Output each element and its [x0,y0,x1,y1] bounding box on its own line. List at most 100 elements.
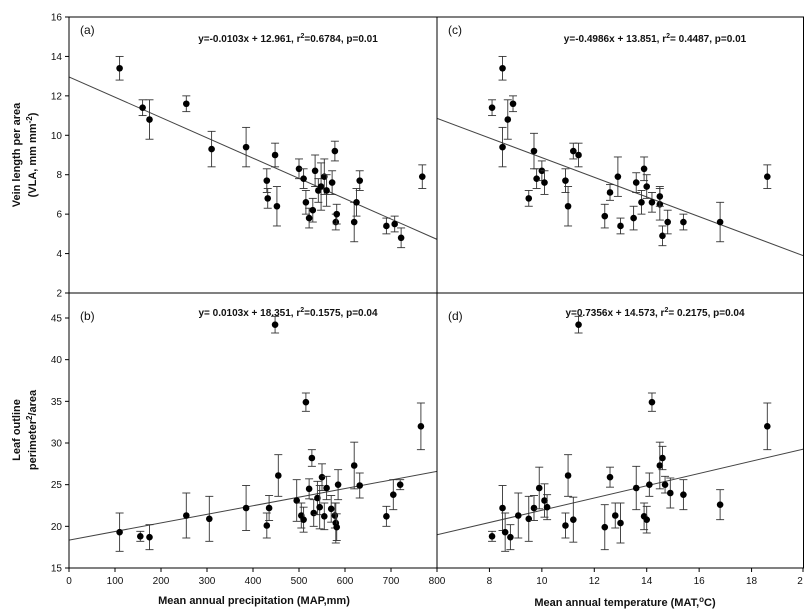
data-point-d-20 [643,516,651,523]
data-point-c-28 [680,218,687,226]
data-point-a-15 [311,167,319,175]
data-point-d-5 [525,515,533,523]
y-axis-label-top-line1: Vein length per area [11,102,23,207]
panel-d-marks [437,315,804,552]
y-tick-label-a-4: 4 [56,249,62,260]
data-point-c-11 [564,202,572,210]
data-point-d-17 [617,519,624,527]
data-point-a-6 [263,177,271,184]
panel-b: (b) y= 0.0103x + 18.351, r2=0.1575, p=0.… [69,307,437,552]
data-point-b-18 [316,503,324,511]
data-point-b-21 [323,484,330,492]
data-point-b-9 [275,472,282,479]
data-point-a-29 [397,234,405,242]
x-tick-label-b-700: 700 [383,576,400,587]
data-point-d-18 [632,484,640,492]
data-point-c-6 [530,147,538,155]
y-tick-label-b-45: 45 [51,314,63,325]
data-point-c-5 [525,195,533,202]
data-point-d-16 [611,512,619,519]
panel-c: (c) y=-0.4986x + 13.851, r2= 0.4487, p=0… [437,23,804,257]
data-point-a-25 [353,199,360,206]
x-tick-label-b-200: 200 [153,576,170,587]
data-point-a-8 [271,151,279,159]
y-tick-label-a-12: 12 [51,91,63,102]
data-point-a-17 [317,183,325,190]
panel-a-equation: y=-0.0103x + 12.961, r2=0.6784, p=0.01 [198,33,378,45]
y-axis-label-bottom-line1: Leaf outline [11,399,23,461]
data-point-b-29 [383,513,390,520]
panel-a-marks [69,55,437,249]
data-point-a-11 [300,175,307,182]
data-point-b-31 [396,481,404,488]
data-point-c-4 [509,100,517,108]
data-point-c-19 [632,179,640,186]
fit-line-c [437,117,804,257]
panel-d-label: (d) [448,309,463,323]
data-point-c-18 [630,214,637,222]
x-tick-label-b-400: 400 [245,576,262,587]
panel-b-label: (b) [80,309,95,323]
data-point-d-4 [514,512,522,519]
data-point-d-26 [667,489,674,497]
data-point-d-24 [659,454,666,462]
x-tick-label-b-800: 800 [429,576,446,587]
data-point-c-23 [648,199,656,206]
data-point-b-27 [350,462,358,469]
data-point-a-10 [295,165,303,173]
data-point-a-3 [183,100,190,108]
data-point-a-27 [383,222,390,230]
y-tick-label-a-16: 16 [51,13,63,24]
data-point-d-28 [716,501,724,508]
data-point-d-8 [541,497,548,504]
data-point-a-9 [273,202,281,210]
data-point-b-19 [318,473,326,481]
data-point-c-17 [617,222,624,230]
panel-d: (d) y=0.7356x + 14.573, r2= 0.2175, p=0.… [437,307,804,552]
x-tick-label-d-16: 16 [694,576,706,587]
data-point-d-10 [562,522,569,529]
x-tick-label-d-14: 14 [641,576,653,587]
data-point-b-10 [293,497,301,504]
data-point-b-3 [183,512,190,519]
x-tick-label-d-18: 18 [746,576,758,587]
fit-line-a [69,76,437,240]
y-tick-label-a-2: 2 [56,289,62,300]
data-point-d-22 [648,398,656,406]
data-point-b-20 [321,513,328,520]
data-point-a-30 [418,173,426,180]
panel-a: (a) y=-0.0103x + 12.961, r2=0.6784, p=0.… [69,23,437,249]
data-point-d-12 [570,516,577,523]
data-point-d-3 [507,533,514,541]
data-point-c-29 [716,218,724,226]
data-point-c-30 [764,173,771,180]
data-point-d-14 [601,523,609,531]
data-point-a-13 [305,214,313,222]
data-point-b-28 [356,482,364,489]
data-point-b-5 [242,504,250,512]
y-tick-label-b-40: 40 [51,355,63,366]
y-axis-label-top-line2: (VLA, mm mm-2) [25,112,39,197]
fit-line-d [437,448,804,536]
y-tick-label-a-8: 8 [56,170,62,181]
data-point-d-9 [543,503,551,511]
data-point-a-28 [391,220,398,228]
data-point-c-25 [656,193,664,200]
data-point-a-20 [328,179,336,186]
data-point-a-23 [333,210,341,218]
data-point-d-13 [575,321,582,328]
data-point-d-7 [535,484,543,492]
data-point-d-2 [501,528,509,536]
data-point-b-2 [146,533,153,541]
data-point-b-4 [206,515,213,523]
data-point-a-24 [350,218,358,226]
data-point-b-25 [333,523,341,531]
x-tick-label-d-20: 2 [797,576,803,587]
data-point-c-20 [638,199,645,206]
panel-c-marks [437,55,804,257]
data-point-b-32 [417,423,425,430]
data-point-b-22 [327,505,335,513]
data-point-c-27 [664,218,671,226]
panel-a-label: (a) [80,23,95,37]
data-point-a-0 [116,64,123,72]
